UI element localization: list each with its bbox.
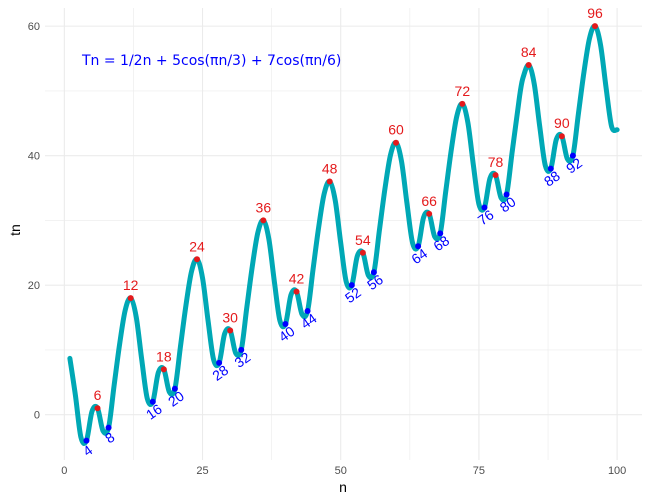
min-label: 4 — [80, 442, 96, 460]
max-point — [293, 288, 300, 295]
x-tick-label: 75 — [473, 465, 485, 477]
x-tick-label: 100 — [608, 465, 626, 477]
max-label: 36 — [256, 199, 272, 215]
formula-annotation: Tn = 1/2n + 5cos(πn/3) + 7cos(πn/6) — [81, 53, 341, 69]
max-point — [127, 295, 134, 302]
max-point — [94, 405, 101, 412]
x-tick-label: 0 — [61, 465, 67, 477]
x-tick-label: 50 — [335, 465, 347, 477]
grid-lines — [45, 8, 642, 460]
max-label: 18 — [156, 348, 172, 364]
min-point — [216, 359, 223, 366]
min-point — [105, 424, 112, 431]
max-label: 12 — [123, 277, 139, 293]
max-label: 90 — [554, 115, 570, 131]
min-label: 64 — [408, 245, 430, 267]
max-label: 24 — [189, 238, 205, 254]
min-label: 8 — [102, 429, 118, 447]
max-point — [492, 172, 499, 179]
max-point — [558, 133, 565, 140]
max-point — [160, 366, 167, 373]
min-point — [282, 321, 289, 328]
min-point — [171, 385, 178, 392]
max-label: 84 — [521, 44, 537, 60]
min-label: 28 — [209, 362, 231, 384]
y-tick-label: 20 — [28, 280, 40, 292]
series-line — [67, 23, 620, 446]
min-point — [238, 346, 245, 353]
max-point — [592, 23, 599, 30]
max-point — [326, 178, 333, 185]
min-label: 16 — [143, 400, 165, 422]
min-point — [437, 230, 444, 237]
max-label: 30 — [222, 309, 238, 325]
max-point — [393, 139, 400, 146]
min-label: 40 — [276, 323, 298, 345]
y-tick-label: 40 — [28, 151, 40, 163]
max-label: 72 — [455, 83, 471, 99]
max-point — [194, 256, 201, 263]
min-label: 88 — [541, 167, 563, 189]
max-point — [525, 61, 532, 68]
max-point — [359, 249, 366, 256]
max-point — [260, 217, 267, 224]
min-point — [149, 398, 156, 405]
y-tick-labels: 0 20 40 60 — [28, 21, 40, 422]
min-point — [547, 165, 554, 172]
maxima-points: 6 12 18 24 30 36 42 48 54 60 66 72 78 84 90 96 — [94, 5, 603, 412]
max-point — [459, 100, 466, 107]
x-axis-title: n — [339, 479, 347, 495]
y-axis-title: tn — [7, 224, 23, 236]
min-point — [304, 308, 311, 315]
max-label: 66 — [421, 193, 437, 209]
min-label: 76 — [475, 206, 497, 228]
min-label: 52 — [342, 284, 364, 306]
max-point — [227, 327, 234, 334]
min-point — [370, 269, 377, 276]
min-point — [503, 191, 510, 198]
y-tick-label: 0 — [34, 410, 40, 422]
x-tick-labels: 0 25 50 75 100 — [61, 465, 626, 477]
max-label: 78 — [488, 154, 504, 170]
min-point — [83, 437, 90, 444]
min-point — [569, 152, 576, 159]
max-label: 48 — [322, 161, 338, 177]
x-tick-label: 25 — [196, 465, 208, 477]
y-tick-label: 60 — [28, 21, 40, 33]
max-label: 42 — [289, 271, 305, 287]
max-point — [426, 210, 433, 217]
max-label: 6 — [94, 387, 102, 403]
max-label: 54 — [355, 232, 371, 248]
min-point — [348, 282, 355, 289]
max-label: 60 — [388, 122, 404, 138]
min-point — [481, 204, 488, 211]
max-label: 96 — [587, 5, 603, 21]
min-point — [415, 243, 422, 250]
